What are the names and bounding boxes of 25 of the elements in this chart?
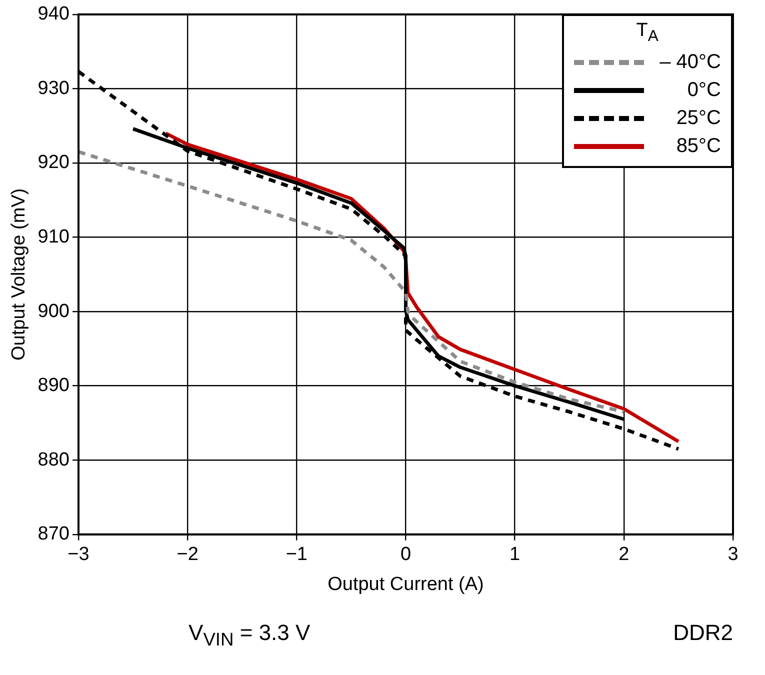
text: V$_{VIN}$ = 3.3 V <box>188 620 310 650</box>
text: DDR2 <box>673 620 733 646</box>
x-tick-label: 3 <box>728 544 738 566</box>
legend-label: 25°C <box>676 106 721 130</box>
y-tick-label: 900 <box>38 300 70 322</box>
y-tick-label: 870 <box>38 524 70 545</box>
legend-label: 85°C <box>676 134 721 158</box>
y-tick-label: 930 <box>38 78 70 99</box>
y-tick-label: 920 <box>38 152 70 174</box>
line-series <box>78 150 626 414</box>
x-tick-label: −2 <box>176 544 198 566</box>
x-axis-title: Output Current (A) <box>328 574 484 595</box>
legend-label: 0°C <box>687 78 721 102</box>
y-tick-label: 940 <box>38 4 70 25</box>
y-tick-label: 910 <box>38 226 70 248</box>
x-tick-label: 1 <box>510 544 520 566</box>
x-tick-label: 0 <box>400 544 412 566</box>
x-tick-label: 2 <box>618 544 630 566</box>
y-tick-label: 890 <box>38 375 70 396</box>
x-tick-label: −3 <box>68 544 90 566</box>
x-tick-label: −1 <box>286 544 308 566</box>
y-axis-title: Output Voltage (mV) <box>8 188 30 360</box>
legend-label: – 40°C <box>660 50 721 74</box>
legend-title: T$_{A}$ <box>635 20 660 46</box>
y-tick-label: 880 <box>38 449 70 470</box>
